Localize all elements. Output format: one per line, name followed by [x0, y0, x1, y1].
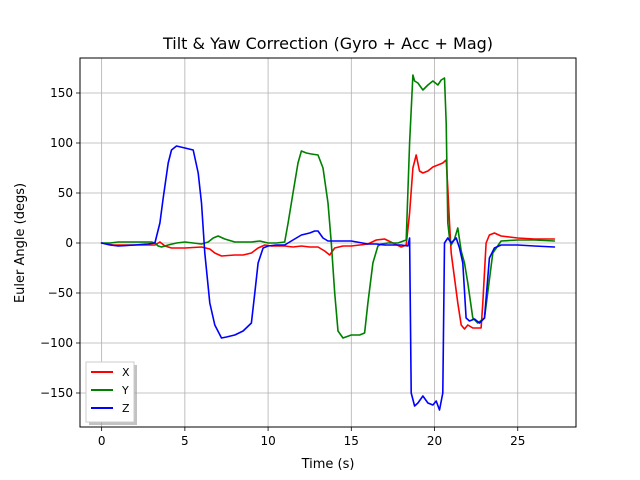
axis-ticks: 0 5 10 15 20 25 −150 −100 −50 0 50 100 150	[40, 86, 525, 448]
legend-label-z: Z	[122, 402, 130, 415]
y-tick-label: 50	[58, 186, 73, 200]
x-axis-title: Time (s)	[301, 457, 355, 472]
series-line-z	[100, 145, 556, 411]
y-tick-label: −50	[48, 286, 73, 300]
x-tick-label: 20	[427, 434, 442, 448]
y-tick-label: 0	[65, 236, 73, 250]
y-tick-label: −100	[40, 336, 73, 350]
x-tick-label: 0	[98, 434, 106, 448]
plot-frame	[79, 57, 577, 428]
y-axis-title: Euler Angle (degs)	[13, 183, 28, 303]
x-tick-label: 5	[181, 434, 189, 448]
x-tick-label: 15	[344, 434, 359, 448]
series-lines	[100, 74, 556, 411]
x-tick-label: 10	[260, 434, 275, 448]
x-tick-label: 25	[510, 434, 525, 448]
chart-title: Tilt & Yaw Correction (Gyro + Acc + Mag)	[162, 34, 493, 53]
legend-label-y: Y	[121, 384, 129, 397]
y-tick-label: 150	[50, 86, 73, 100]
legend: XYZ	[85, 361, 137, 425]
y-tick-label: 100	[50, 136, 73, 150]
legend-label-x: X	[122, 366, 130, 379]
y-tick-label: −150	[40, 386, 73, 400]
